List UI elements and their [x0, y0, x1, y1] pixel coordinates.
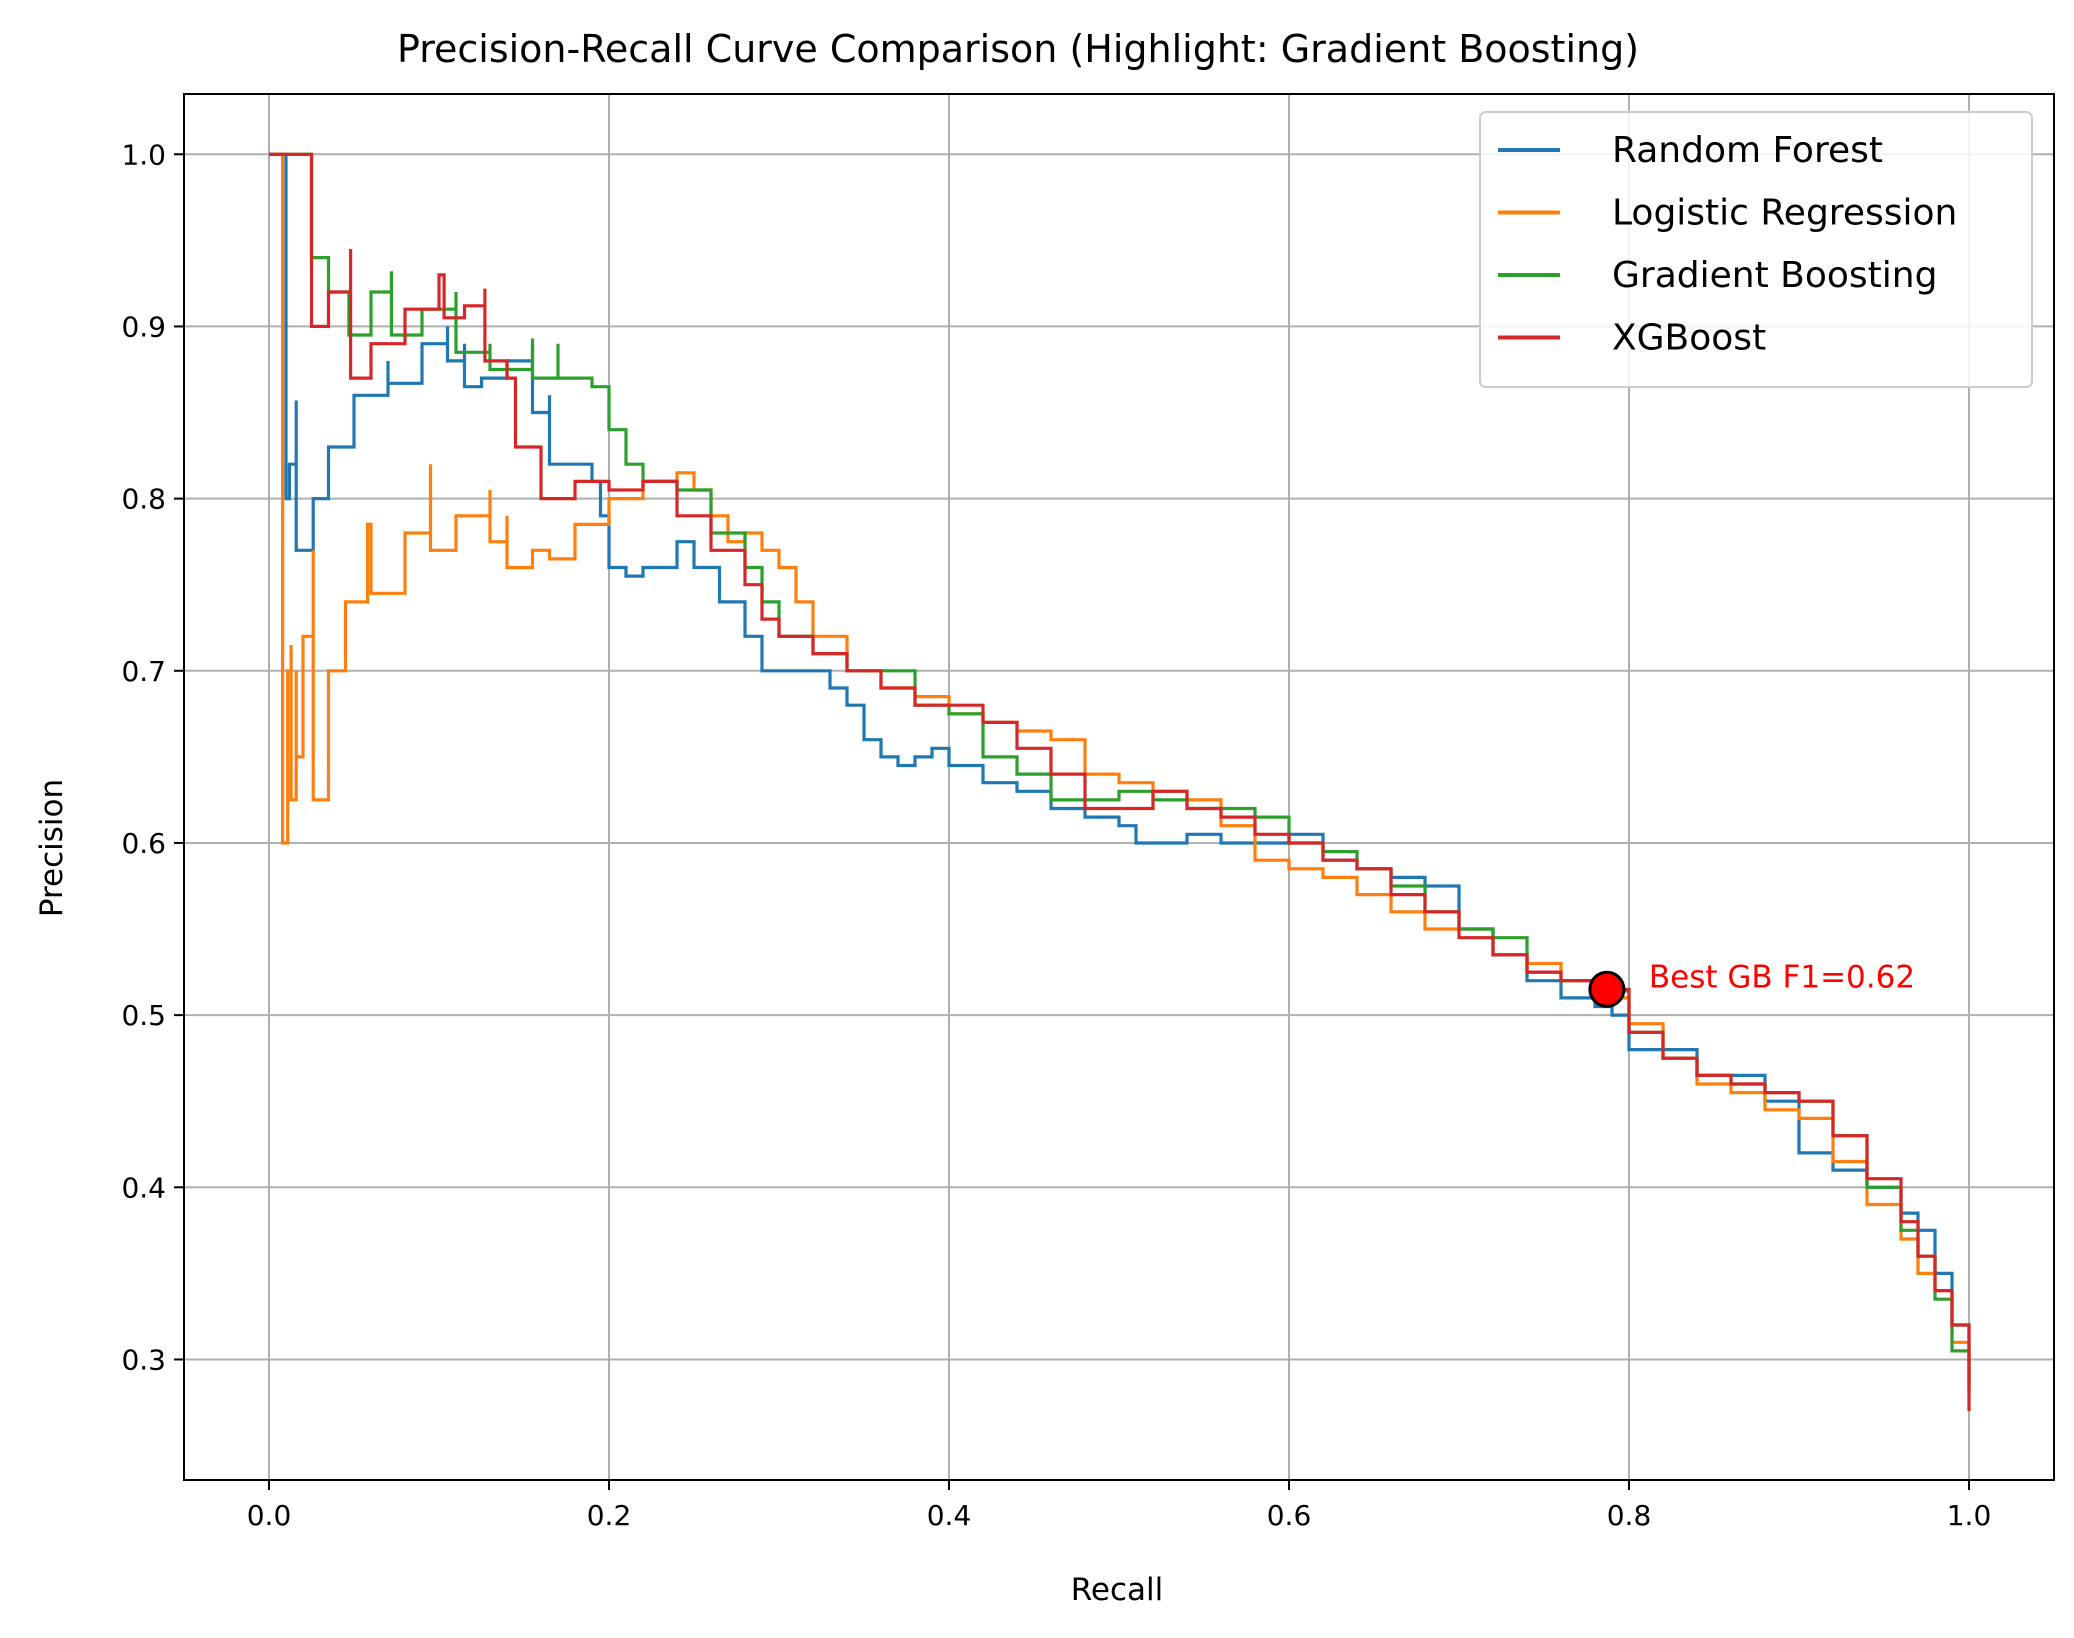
x-axis-label: Recall — [1071, 1572, 1164, 1608]
y-axis-ticks: 0.3 0.4 0.5 0.6 0.7 0.8 0.9 1.0 — [121, 138, 184, 1376]
grid — [184, 94, 2054, 1480]
best-f1-marker — [1588, 970, 1626, 1008]
y-tick-label: 1.0 — [121, 138, 166, 171]
legend-box — [1479, 111, 2033, 388]
series-line-xgboost — [269, 152, 1971, 1412]
y-tick-label: 0.6 — [121, 827, 166, 860]
y-axis-label: Precision — [34, 779, 70, 917]
series-lines — [269, 152, 1971, 1412]
chart-title: Precision-Recall Curve Comparison (Highl… — [397, 27, 1639, 71]
y-tick-label: 0.3 — [121, 1343, 166, 1376]
x-tick-label: 0.8 — [1607, 1499, 1652, 1532]
plot-frame — [183, 93, 2055, 1481]
legend: Random Forest Logistic Regression Gradient… — [1479, 111, 2033, 388]
x-tick-label: 0.0 — [247, 1499, 292, 1532]
best-f1-annotation: Best GB F1=0.62 — [1649, 959, 1915, 995]
y-tick-label: 0.5 — [121, 999, 166, 1032]
y-tick-label: 0.4 — [121, 1171, 166, 1204]
legend-label-gradient-boosting: Gradient Boosting — [1612, 255, 1937, 296]
x-tick-label: 0.4 — [927, 1499, 972, 1532]
x-axis-ticks: 0.0 0.2 0.4 0.6 0.8 1.0 — [247, 1480, 1992, 1532]
legend-label-logistic-regression: Logistic Regression — [1612, 193, 1957, 234]
y-tick-label: 0.8 — [121, 483, 166, 516]
legend-label-random-forest: Random Forest — [1612, 130, 1883, 171]
x-tick-label: 0.2 — [587, 1499, 632, 1532]
x-tick-label: 1.0 — [1947, 1499, 1992, 1532]
plot-area — [269, 152, 1971, 1412]
y-tick-label: 0.9 — [121, 310, 166, 343]
x-tick-label: 0.6 — [1267, 1499, 1312, 1532]
annotations — [1588, 970, 1626, 1008]
y-tick-label: 0.7 — [121, 655, 166, 688]
legend-label-xgboost: XGBoost — [1612, 318, 1766, 359]
